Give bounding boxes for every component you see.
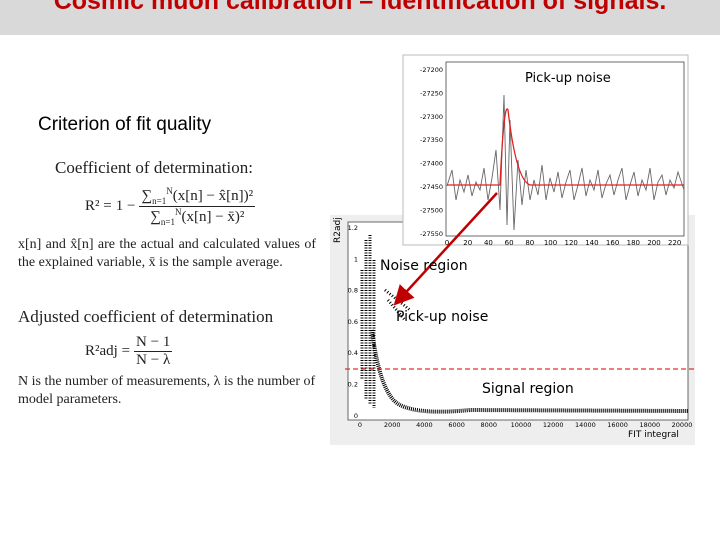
r2-lhs: R² = bbox=[85, 198, 112, 214]
title-band bbox=[0, 0, 720, 35]
num: (x[n] − x̂[n])² bbox=[172, 188, 254, 204]
sub: n=1 bbox=[152, 196, 167, 206]
y-axis-label: R2adj bbox=[333, 217, 343, 243]
waveform-plot: Pick-up noise bbox=[402, 54, 689, 246]
x-tick-label: 0 bbox=[358, 421, 362, 429]
x-tick-label: 8000 bbox=[481, 421, 498, 429]
y-tick-label: 0.2 bbox=[348, 381, 358, 389]
x-tick-label: 80 bbox=[525, 239, 534, 247]
x-tick-label: 10000 bbox=[511, 421, 532, 429]
x-tick-label: 100 bbox=[544, 239, 557, 247]
y-tick-label: 0.4 bbox=[348, 349, 358, 357]
adj-title: Adjusted coefficient of determination bbox=[18, 307, 274, 326]
x-tick-label: 220 bbox=[668, 239, 681, 247]
sup: N bbox=[166, 186, 173, 196]
fit-curve bbox=[447, 108, 684, 186]
x-tick-label: 40 bbox=[484, 239, 493, 247]
y-tick-label: 0.8 bbox=[348, 287, 358, 295]
x-tick-label: 0 bbox=[445, 239, 449, 247]
x-tick-label: 180 bbox=[627, 239, 640, 247]
x-tick-label: 6000 bbox=[448, 421, 465, 429]
x-axis-label: FIT integral bbox=[628, 430, 679, 440]
pickup-label: Pick-up noise bbox=[396, 309, 488, 325]
annotation: Pick-up noise bbox=[525, 71, 611, 86]
heading: Criterion of fit quality bbox=[38, 114, 212, 135]
y-tick-label: -27300 bbox=[420, 113, 443, 121]
signal-label: Signal region bbox=[482, 381, 574, 397]
r2-minus: 1 − bbox=[115, 198, 136, 214]
scatter-plot: R2adj FIT integral bbox=[330, 215, 695, 445]
x-tick-label: 20000 bbox=[672, 421, 693, 429]
y-tick-label: 0 bbox=[354, 412, 358, 420]
waveform bbox=[446, 94, 685, 231]
x-tick-label: 2000 bbox=[384, 421, 401, 429]
slide-title: Cosmic muon calibration – identification… bbox=[53, 0, 667, 15]
y-tick-label: -27250 bbox=[420, 89, 443, 97]
y-tick-label: -27350 bbox=[420, 136, 443, 144]
sub: n=1 bbox=[160, 217, 175, 227]
pickup-points bbox=[384, 288, 411, 321]
x-tick-label: 14000 bbox=[575, 421, 596, 429]
y-tick-label: 1 bbox=[354, 255, 358, 263]
noise-label: Noise region bbox=[380, 258, 468, 274]
y-tick-label: 0.6 bbox=[348, 318, 358, 326]
params: N is the number of measurements, λ is th… bbox=[18, 374, 316, 407]
den: N − λ bbox=[136, 352, 171, 368]
x-tick-label: 120 bbox=[565, 239, 578, 247]
x-tick-label: 4000 bbox=[416, 421, 433, 429]
explain: x[n] and x̂[n] are the actual and calcul… bbox=[18, 237, 316, 270]
x-tick-label: 160 bbox=[606, 239, 619, 247]
x-tick-label: 18000 bbox=[639, 421, 660, 429]
signal-points bbox=[370, 329, 689, 414]
sum: ∑ bbox=[150, 209, 161, 225]
r2-fraction: ∑n=1N(x[n] − x̂[n])² ∑n=1N(x[n] − x̄)² bbox=[139, 186, 256, 227]
arrow bbox=[393, 192, 498, 306]
y-tick-label: 1.2 bbox=[348, 224, 358, 232]
y-tick-label: -27200 bbox=[420, 66, 443, 74]
axes bbox=[347, 221, 689, 421]
noise-points bbox=[360, 235, 376, 408]
y-tick-label: -27550 bbox=[420, 230, 443, 238]
coef-title: Coefficient of determination: bbox=[55, 158, 253, 177]
x-tick-label: 200 bbox=[647, 239, 660, 247]
r2adj-lhs: R²adj = bbox=[85, 343, 131, 359]
x-tick-label: 12000 bbox=[543, 421, 564, 429]
y-tick-label: -27500 bbox=[420, 206, 443, 214]
r2-formula: R² = 1 − ∑n=1N(x[n] − x̂[n])² ∑n=1N(x[n]… bbox=[85, 186, 256, 227]
den: (x[n] − x̄)² bbox=[181, 209, 245, 225]
num: N − 1 bbox=[134, 334, 173, 352]
y-tick-label: -27450 bbox=[420, 183, 443, 191]
x-tick-label: 20 bbox=[463, 239, 472, 247]
sup: N bbox=[174, 207, 182, 217]
sum: ∑ bbox=[141, 188, 153, 204]
x-tick-label: 16000 bbox=[607, 421, 628, 429]
y-tick-label: -27400 bbox=[420, 160, 443, 168]
x-tick-label: 140 bbox=[585, 239, 598, 247]
x-tick-label: 60 bbox=[505, 239, 514, 247]
